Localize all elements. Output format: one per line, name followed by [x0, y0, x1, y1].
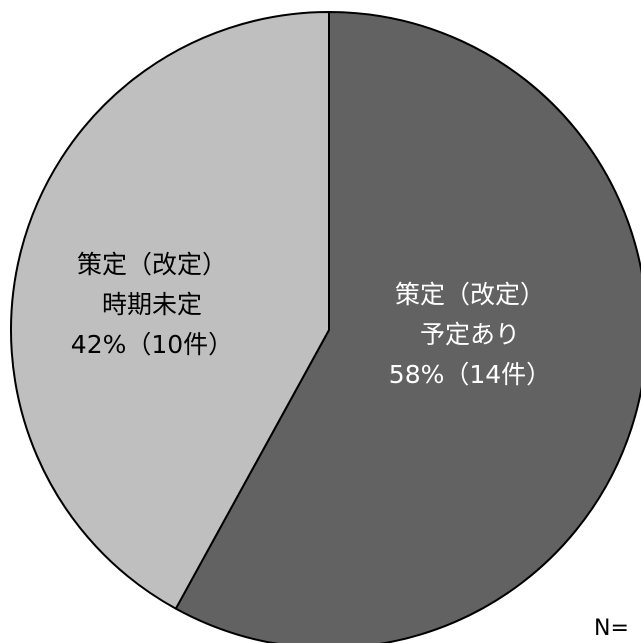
slice-label-1-line-1: 策定（改定）	[395, 280, 545, 309]
slice-label-2-line-2: 時期未定	[102, 290, 202, 319]
slice-label-1: 策定（改定） 予定あり 58%（14件）	[389, 280, 551, 389]
slice-label-1-line-3: 58%（14件）	[389, 360, 551, 389]
slice-label-2-line-1: 策定（改定）	[77, 250, 227, 279]
slice-label-2: 策定（改定） 時期未定 42%（10件）	[71, 250, 233, 359]
slice-label-1-line-2: 予定あり	[420, 320, 520, 349]
sample-size-note: N=	[594, 616, 629, 641]
pie-slice-2	[9, 11, 330, 610]
slice-label-2-line-3: 42%（10件）	[71, 330, 233, 359]
pie-slice-1	[174, 11, 641, 643]
